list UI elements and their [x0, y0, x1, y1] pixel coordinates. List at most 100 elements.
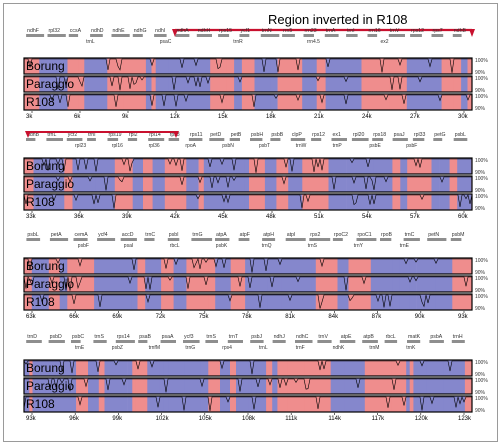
conservation-segment: [236, 378, 250, 394]
gene-atpE: atpE: [339, 334, 356, 343]
axis-tick-label: 30k: [458, 114, 469, 120]
gene-psaB: psaB: [138, 334, 152, 343]
gene-arrow: [138, 340, 148, 343]
conservation-segment: [349, 94, 362, 110]
track-r108-4: R108 100% 90%: [23, 395, 488, 414]
gene-psaA: psaA: [160, 334, 176, 343]
inversion-right-arrow-2: [173, 131, 179, 138]
conservation-segment: [31, 294, 38, 310]
gene-label: psbJ: [251, 334, 262, 340]
panel-3: psbL petA cemA ycf4 accD trnC psbI trnG atpA atpF…: [23, 232, 488, 320]
gene-label: ndhB: [27, 132, 40, 138]
gene-arrow: [285, 238, 306, 241]
gene-label: rps12: [411, 28, 424, 34]
conservation-segment: [380, 378, 393, 394]
gene-trnV: trnV: [388, 28, 405, 37]
conservation-segment: [264, 194, 277, 210]
gene-trnS: trnS: [93, 334, 107, 343]
conservation-segment: [226, 58, 235, 74]
gene-arrow: [26, 34, 45, 37]
gene-label: rbcL: [386, 334, 396, 340]
conservation-segment: [435, 294, 449, 310]
gene-label: trnV: [318, 334, 328, 340]
gene-label: trnI: [88, 132, 96, 138]
gene-label: rpl2: [129, 132, 138, 138]
conservation-segment: [461, 94, 468, 110]
gene-label-psbE: psbE: [369, 143, 381, 149]
conservation-segment: [164, 194, 177, 210]
gene-arrow: [427, 238, 447, 241]
conservation-segment: [119, 294, 132, 310]
axis-tick-label: 27k: [410, 114, 421, 120]
gene-arrow: [429, 340, 444, 343]
conservation-segment: [67, 58, 80, 74]
conservation-segment: [441, 76, 445, 92]
gene-label: ex1: [333, 132, 341, 138]
conservation-segment: [407, 194, 418, 210]
conservation-segment: [226, 76, 235, 92]
conservation-segment: [32, 360, 38, 376]
track-frame: [23, 57, 473, 75]
conservation-segment: [118, 396, 128, 412]
conservation-segment: [203, 194, 211, 210]
conservation-segment: [324, 276, 333, 292]
conservation-segment: [448, 258, 453, 274]
conservation-segment: [324, 378, 332, 394]
gene-arrow: [26, 138, 36, 141]
conservation-segment: [198, 176, 205, 192]
gene-label-trnF: trnF: [296, 345, 305, 351]
identity-tick-100: 100%: [475, 194, 488, 200]
gene-rps11: rps11: [188, 132, 203, 141]
track-paraggio-2: Paraggio 100% 90%: [23, 175, 488, 194]
gene-label: rps8: [170, 132, 180, 138]
gene-label: petN: [428, 232, 439, 238]
gene-arrow: [71, 340, 81, 343]
conservation-segment: [123, 58, 138, 74]
conservation-segment: [254, 94, 271, 110]
identity-curve: [24, 94, 472, 107]
conservation-segment: [380, 360, 393, 376]
conservation-segment: [392, 294, 400, 310]
identity-tick-100: 100%: [475, 76, 488, 82]
gene-label: ndhH: [198, 28, 211, 34]
gene-arrow: [282, 34, 295, 37]
gene-arrow: [183, 340, 200, 343]
gene-label: atpF: [240, 232, 250, 238]
conservation-segment: [264, 176, 277, 192]
conservation-segment: [98, 396, 105, 412]
conservation-segment: [163, 360, 169, 376]
gene-arrow: [356, 238, 377, 241]
axis-tick-label: 114k: [328, 416, 342, 422]
gene-accD: accD: [120, 232, 137, 241]
conservation-segment: [161, 276, 174, 292]
conservation-segment: [355, 360, 366, 376]
gene-trnG: trnG: [191, 232, 213, 241]
gene-rrn5: rrn5: [282, 28, 295, 37]
conservation-segment: [39, 94, 55, 110]
conservation-segment: [202, 294, 209, 310]
conservation-segment: [437, 58, 442, 74]
gene-label: rpl20: [353, 132, 365, 138]
gene-label: ycf2: [68, 132, 78, 138]
identity-curve: [24, 176, 472, 191]
region-inverted-title: Region inverted in R108: [268, 12, 407, 27]
conservation-segment: [88, 378, 92, 394]
conservation-segment: [325, 76, 340, 92]
gene-rps19: rps19: [107, 132, 122, 141]
conservation-segment: [200, 378, 209, 394]
conservation-segment: [132, 360, 137, 376]
gene-ndhF: ndhF: [26, 28, 45, 37]
identity-tick-100: 100%: [475, 58, 488, 64]
conservation-segment: [59, 294, 68, 310]
identity-tick-90: 90%: [475, 206, 486, 212]
conservation-segment: [159, 396, 164, 412]
conservation-segment: [467, 58, 473, 74]
gene-ndhJ: ndhJ: [272, 334, 286, 343]
gene-trnN: trnN: [260, 28, 280, 37]
conservation-segment: [48, 258, 60, 274]
identity-tick-100: 100%: [475, 176, 488, 182]
conservation-segment: [33, 194, 46, 210]
gene-rpoC2: rpoC2: [332, 232, 348, 241]
gene-label-psbT: psbT: [259, 143, 270, 149]
conservation-segment: [59, 76, 68, 92]
